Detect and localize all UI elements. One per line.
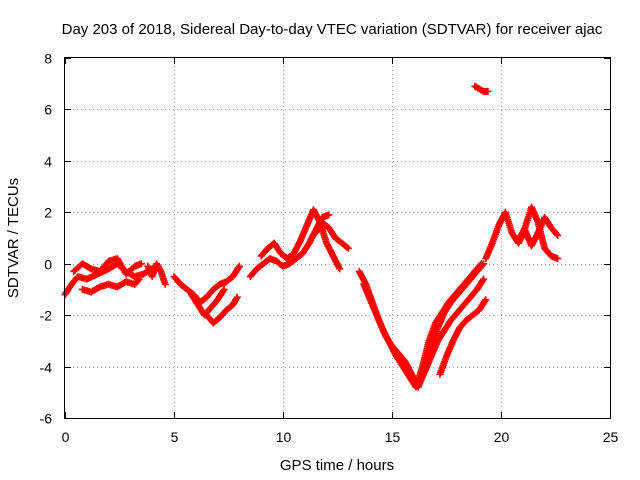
series-track-p xyxy=(514,203,562,263)
data-point-markers xyxy=(312,219,352,252)
x-tick-label: 20 xyxy=(494,429,510,445)
series-track-l xyxy=(360,260,485,391)
series-track-b xyxy=(70,255,145,278)
y-tick-label: 6 xyxy=(44,102,52,118)
x-tick-labels: 0 5 10 15 20 25 xyxy=(62,429,619,445)
series-track-e xyxy=(170,262,243,306)
series-track-i xyxy=(257,206,344,273)
series-track-j xyxy=(312,219,352,252)
data-point-markers xyxy=(203,293,241,327)
data-point-markers xyxy=(70,255,145,278)
x-tick-label: 10 xyxy=(276,429,292,445)
data-point-markers xyxy=(360,260,485,391)
y-tick-label: 2 xyxy=(44,205,52,221)
y-tick-label: 4 xyxy=(44,154,52,170)
series-track-g xyxy=(203,293,241,327)
series-track-n xyxy=(436,296,490,378)
data-point-markers xyxy=(78,275,143,296)
y-tick-label: -4 xyxy=(40,360,53,376)
data-point-markers xyxy=(257,206,344,273)
series-track-q xyxy=(471,82,492,95)
x-tick-label: 0 xyxy=(62,429,70,445)
y-tick-label: -6 xyxy=(40,411,53,427)
x-tick-label: 15 xyxy=(385,429,401,445)
y-axis-label: SDTVAR / TECUs xyxy=(5,178,22,298)
y-tick-labels: -6 -4 -2 0 2 4 6 8 xyxy=(40,51,53,427)
x-tick-label: 5 xyxy=(171,429,179,445)
y-tick-label: 8 xyxy=(44,51,52,67)
series-track-m xyxy=(421,275,488,376)
data-point-markers xyxy=(436,296,490,378)
series-track-f xyxy=(187,285,228,319)
data-point-markers xyxy=(144,260,169,288)
data-point-markers xyxy=(170,262,243,306)
data-point-markers xyxy=(471,82,492,95)
y-tick-label: 0 xyxy=(44,257,52,273)
data-point-markers xyxy=(187,285,228,319)
x-tick-label: 25 xyxy=(603,429,619,445)
plot-frame xyxy=(64,57,611,419)
data-point-markers xyxy=(421,275,488,376)
data-point-markers xyxy=(514,203,562,263)
x-axis-label: GPS time / hours xyxy=(280,457,394,474)
y-tick-label: -2 xyxy=(40,308,53,324)
series-track-c xyxy=(78,275,143,296)
data-points xyxy=(61,82,562,391)
series-track-d xyxy=(144,260,169,288)
chart-title: Day 203 of 2018, Sidereal Day-to-day VTE… xyxy=(62,21,603,38)
